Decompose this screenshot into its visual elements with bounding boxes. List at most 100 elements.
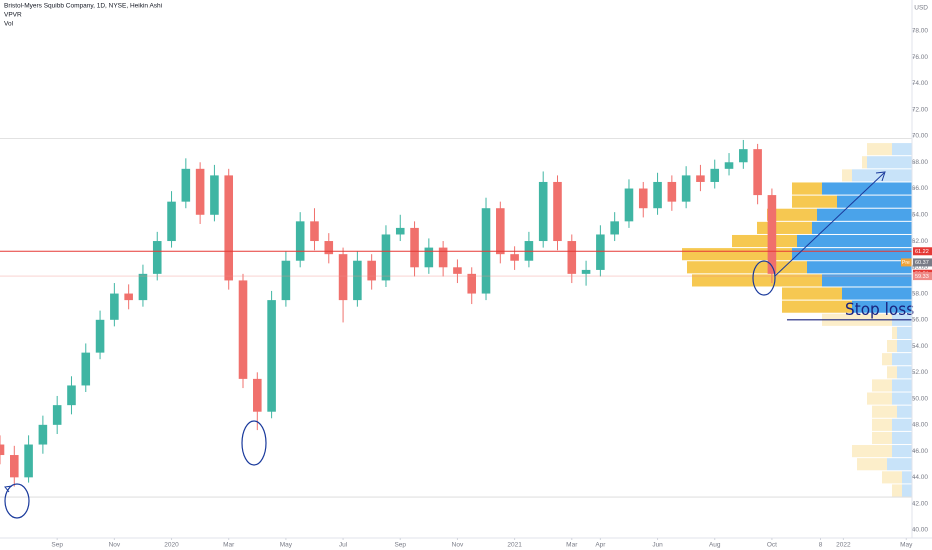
- candle-body: [124, 293, 133, 301]
- candle-body: [538, 181, 548, 242]
- candle-body: [753, 149, 762, 196]
- profile-down: [812, 221, 912, 234]
- candle-body: [567, 241, 577, 274]
- profile-down: [892, 418, 912, 431]
- y-tick-label: 74.00: [912, 80, 929, 87]
- candle-body: [367, 260, 376, 281]
- price-label: 60.37: [915, 260, 929, 266]
- price-tag-box: [901, 258, 912, 267]
- x-tick-label: May: [900, 542, 913, 549]
- x-tick-label: 8: [819, 542, 823, 549]
- profile-up: [862, 156, 867, 169]
- y-tick-label: 44.00: [912, 474, 929, 481]
- x-tick-label: Sep: [51, 542, 63, 549]
- profile-down: [892, 379, 912, 392]
- candle-body: [81, 352, 91, 386]
- x-tick-label: Sep: [394, 542, 406, 549]
- profile-up: [882, 471, 902, 484]
- profile-up: [872, 405, 897, 418]
- x-tick-label: Mar: [566, 542, 578, 549]
- profile-up: [892, 484, 902, 497]
- profile-up: [767, 208, 817, 221]
- profile-down: [892, 143, 912, 156]
- profile-up: [782, 287, 842, 300]
- y-tick-label: 68.00: [912, 159, 929, 166]
- profile-down: [792, 248, 912, 261]
- candle-body: [667, 181, 677, 202]
- chart-title: Bristol-Myers Squibb Company, 1D, NYSE, …: [4, 3, 162, 10]
- y-tick-label: 72.00: [912, 106, 929, 113]
- candle-body: [238, 280, 248, 379]
- profile-up: [732, 234, 797, 248]
- profile-down: [887, 458, 912, 471]
- profile-down: [897, 405, 912, 418]
- profile-up: [842, 169, 852, 182]
- x-tick-label: Nov: [452, 542, 464, 549]
- candle-body: [10, 455, 19, 478]
- indicator-label: Vol: [4, 21, 14, 28]
- profile-down: [807, 261, 912, 274]
- profile-up: [872, 431, 892, 445]
- candle-body: [52, 405, 62, 425]
- y-tick-label: 50.00: [912, 395, 929, 402]
- candle-body: [110, 293, 119, 320]
- candle-body: [638, 188, 648, 209]
- profile-down: [897, 366, 912, 379]
- profile-down: [892, 445, 912, 458]
- candle-body: [324, 241, 334, 255]
- circle-mark: [4, 483, 30, 519]
- candle-body: [181, 168, 191, 202]
- candle-body: [681, 175, 691, 202]
- profile-up: [792, 182, 822, 195]
- x-tick-label: May: [280, 542, 293, 549]
- stop-loss-label: Stop loss: [845, 300, 914, 320]
- candle-body: [267, 300, 276, 412]
- y-tick-label: 58.00: [912, 290, 929, 297]
- profile-up: [872, 418, 892, 431]
- candle-body: [210, 175, 219, 215]
- candle-body: [281, 260, 291, 301]
- price-label-box: [913, 247, 932, 256]
- candle-body: [467, 273, 477, 294]
- candle-body: [67, 385, 76, 406]
- profile-down: [897, 326, 912, 339]
- profile-down: [797, 234, 912, 248]
- profile-down: [837, 195, 912, 208]
- candle-body: [295, 221, 305, 261]
- profile-down: [892, 353, 912, 366]
- x-tick-label: Oct: [767, 542, 777, 549]
- y-tick-label: 48.00: [912, 422, 929, 429]
- price-tag: Pre: [902, 260, 910, 266]
- candle-body: [596, 234, 605, 270]
- y-tick-label: 70.00: [912, 133, 929, 140]
- y-tick-label: 76.00: [912, 54, 929, 61]
- profile-up: [792, 195, 837, 208]
- candle-body: [195, 168, 205, 215]
- y-tick-label: 40.00: [912, 527, 929, 534]
- currency: USD: [914, 5, 928, 12]
- candle-body: [253, 378, 262, 412]
- candle-body: [610, 221, 619, 235]
- candle-body: [152, 241, 162, 274]
- circle-mark: [752, 260, 776, 296]
- x-tick-label: Mar: [223, 542, 235, 549]
- candle-body: [624, 188, 634, 222]
- candle-body: [767, 195, 777, 274]
- x-tick-label: 2022: [836, 542, 851, 549]
- profile-down: [867, 156, 912, 169]
- candle-body: [581, 269, 591, 274]
- candle-body: [496, 208, 505, 255]
- price-label: 61.22: [915, 249, 929, 255]
- x-tick-label: Aug: [709, 542, 721, 549]
- x-tick-label: Nov: [109, 542, 121, 549]
- y-tick-label: 60.00: [912, 264, 929, 271]
- profile-down: [822, 274, 912, 287]
- candle-body: [167, 201, 176, 242]
- profile-up: [867, 392, 892, 405]
- x-tick-label: Apr: [595, 542, 606, 549]
- candle-body: [24, 444, 33, 478]
- profile-up: [867, 143, 892, 156]
- profile-down: [842, 287, 912, 300]
